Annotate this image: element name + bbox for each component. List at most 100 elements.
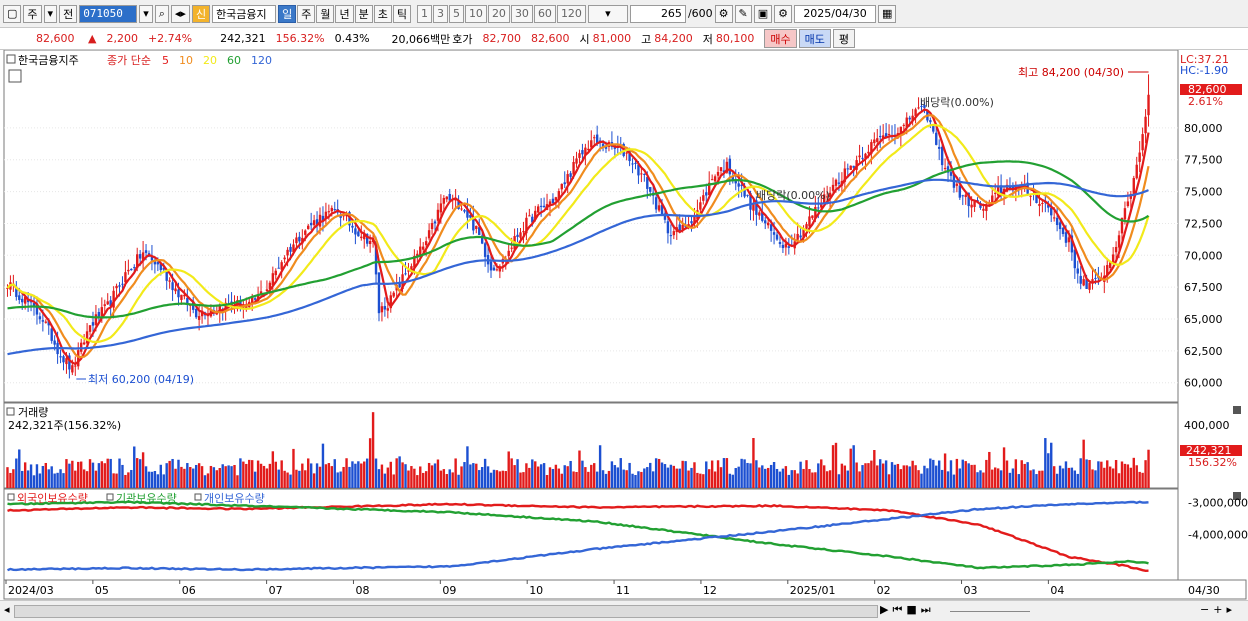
volume-bar [1073,470,1077,488]
first-icon[interactable]: ⏮ [892,603,903,616]
zoom-slider[interactable] [950,603,1030,612]
eval-button[interactable]: 평 [832,29,856,48]
current-price: 82,600 [36,32,75,45]
gear-icon[interactable]: ⚙ [774,4,793,23]
interval-tab[interactable]: 20 [487,4,510,23]
candle-body [657,205,661,211]
candle-body [489,261,493,271]
candle-body [1079,275,1082,284]
scroll-thumb[interactable] [14,605,878,618]
period-tab[interactable]: 초 [373,4,392,23]
market-select[interactable]: 주 [23,4,42,23]
chart-scrollbar[interactable]: ◂ ▶ ⏮ ■ ⏭ − + ▸ [0,600,1248,621]
zoom-out-icon[interactable]: − [1200,603,1210,616]
calendar-icon[interactable]: ▦ [878,4,897,23]
expand-icon[interactable]: ▸ [1226,603,1232,616]
date-input[interactable]: 2025/04/30 [794,4,877,23]
stock-code-input[interactable]: 071050 [79,4,138,23]
volume-bar [233,465,236,488]
last-icon[interactable]: ⏭ [920,603,931,616]
volume-bar [374,458,378,488]
search-icon[interactable]: ⌕ [154,4,169,23]
bid-price: 82,600 [531,32,570,45]
volume-bar [811,472,814,488]
volume-bar [35,464,39,488]
volume-bar [772,461,776,488]
trade-amount: 20,066백만 [391,32,451,46]
candle-body [666,221,670,234]
candle-body [769,224,773,231]
period-tab[interactable]: 주 [297,4,316,23]
play-icon[interactable]: ▶ [880,603,889,616]
candle-body [569,173,572,177]
candle-body [130,268,133,271]
volume-bar [109,458,112,488]
candle-body [590,140,593,148]
volume-bar [796,473,799,488]
volume-bar [937,460,941,488]
new-badge[interactable]: 신 [191,4,211,23]
save-icon[interactable]: ▣ [753,4,773,23]
period-tab[interactable]: 년 [335,4,354,23]
stock-name-field[interactable]: 한국금융지 [212,4,277,23]
candle-body [265,289,269,292]
dropdown-icon[interactable]: ▾ [43,4,58,23]
interval-tab[interactable]: 10 [464,4,487,23]
candle-body [259,291,263,295]
volume-bar [932,459,935,488]
interval-tab[interactable]: 1 [416,4,432,23]
candle-body [1117,235,1121,248]
volume-bar [1061,468,1065,488]
volume-bar [887,474,891,488]
candle-body [74,365,77,367]
speaker-icon[interactable]: ◂▸ [170,4,190,23]
sell-button[interactable]: 매도 [798,29,831,48]
period-tab[interactable]: 분 [354,4,373,23]
interval-tab[interactable]: 30 [510,4,533,23]
volume-bar [619,458,622,488]
candle-body [964,194,967,198]
layout-icon[interactable]: ▢ [3,4,22,23]
candle-body [728,158,732,175]
zoom-in-icon[interactable]: + [1213,603,1223,616]
candle-body [448,193,451,201]
volume-bar [9,472,12,488]
volume-bar [991,469,994,488]
candle-body [991,195,994,203]
candle-body [937,146,941,149]
candle-body [32,303,36,307]
interval-tab[interactable]: 60 [533,4,556,23]
scroll-left-icon[interactable]: ◂ [4,603,10,616]
candle-body [136,254,139,269]
volume-bar [755,460,758,488]
prefix-select[interactable]: 전 [59,4,78,23]
total-count: /600 [687,7,713,20]
count-input[interactable]: 265 [629,4,686,23]
indicator-icon[interactable]: ⚙ [714,4,733,23]
candle-body [433,221,437,224]
interval-tab[interactable]: 5 [448,4,464,23]
period-tab[interactable]: 틱 [392,4,411,23]
volume-bar [44,462,48,488]
volume-bar [1044,438,1047,488]
stop-icon[interactable]: ■ [906,603,917,616]
candle-body [994,192,997,194]
draw-icon[interactable]: ✎ [734,4,752,23]
volume-tag [1180,445,1242,456]
code-dropdown-icon[interactable]: ▾ [139,4,153,23]
period-tab[interactable]: 월 [316,4,335,23]
candle-body [899,126,903,136]
interval-input[interactable]: ▾ [587,4,628,23]
period-tab[interactable]: 일 [278,4,297,23]
stock-chart[interactable]: 80,000 77,500 75,000 72,500 70,000 67,500 65,0… [0,50,1248,600]
candle-body [345,214,348,217]
volume-bar [262,465,266,488]
candle-body [557,191,561,201]
buy-button[interactable]: 매수 [764,29,797,48]
ma-legend-period: 20 [203,54,217,67]
volume-bar [79,461,83,488]
interval-tab[interactable]: 3 [432,4,448,23]
interval-tab[interactable]: 120 [556,4,586,23]
volume-bar [1129,467,1133,488]
volume-bar [492,469,496,488]
